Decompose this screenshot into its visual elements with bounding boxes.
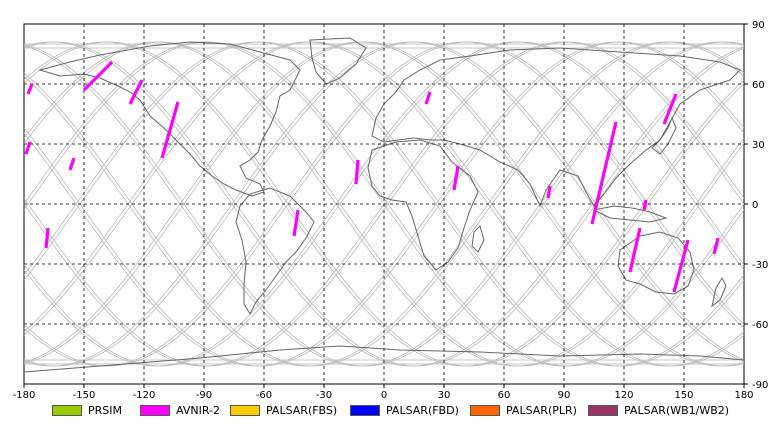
legend-swatch [470, 404, 500, 416]
legend-item-palsar-fbs[interactable]: PALSAR(FBS) [230, 402, 350, 418]
legend-swatch [588, 404, 618, 416]
scene-swath[interactable] [452, 165, 460, 191]
indonesia-outline [592, 205, 668, 223]
graticule-grid [24, 24, 744, 384]
scene-swath[interactable] [546, 185, 552, 199]
legend-label: PRSIM [88, 403, 122, 417]
legend-item-palsar-plr[interactable]: PALSAR(PLR) [470, 402, 588, 418]
scene-swath[interactable] [82, 60, 114, 92]
scene-swath[interactable] [292, 209, 300, 237]
x-tick-label: 90 [558, 390, 571, 400]
y-tick-label: 60 [752, 80, 765, 91]
x-tick-label: -180 [13, 390, 36, 400]
x-tick-label: -150 [73, 390, 96, 400]
legend-swatch [350, 404, 380, 416]
x-tick-label: -90 [196, 390, 212, 400]
antarctica-outline [23, 345, 745, 373]
orbit-track [23, 41, 745, 367]
axis-ticks: -180 -150 -120 -90 -60 -30 0 30 60 90 120 150 180 90 6… [13, 20, 769, 400]
legend-swatch [230, 404, 260, 416]
scene-swath[interactable] [662, 93, 678, 125]
scene-swath[interactable] [354, 159, 360, 185]
x-tick-label: -60 [256, 390, 272, 400]
scene-swath[interactable] [642, 199, 648, 211]
legend-swatch [140, 404, 170, 416]
x-tick-label: 150 [674, 390, 693, 400]
scene-swaths [24, 60, 720, 293]
y-tick-label: -30 [752, 260, 768, 271]
japan-outline [651, 116, 677, 155]
legend-label: PALSAR(FBS) [266, 403, 338, 417]
x-tick-label: 120 [614, 390, 633, 400]
x-tick-label: 30 [438, 390, 451, 400]
legend-swatch [52, 404, 82, 416]
new-zealand-outline [711, 276, 727, 308]
scene-swath[interactable] [128, 79, 144, 105]
scene-swath[interactable] [590, 121, 618, 225]
south-america-outline [235, 187, 315, 316]
x-tick-label: -30 [316, 390, 332, 400]
y-tick-label: 90 [752, 20, 765, 31]
scene-swath[interactable] [712, 237, 720, 255]
scene-swath[interactable] [26, 83, 34, 95]
scene-swath[interactable] [628, 227, 642, 273]
sensor-legend: PRSIM AVNIR-2 PALSAR(FBS) PALSAR(FBD) PA… [52, 402, 738, 418]
legend-item-avnir2[interactable]: AVNIR-2 [140, 402, 230, 418]
x-tick-label: 180 [734, 390, 753, 400]
scene-swath[interactable] [24, 141, 32, 155]
legend-item-prsim[interactable]: PRSIM [52, 402, 140, 418]
legend-label: PALSAR(WB1/WB2) [624, 403, 730, 417]
legend-label: AVNIR-2 [176, 403, 220, 417]
scene-swath[interactable] [424, 91, 432, 105]
orbit-track [23, 41, 745, 367]
legend-item-palsar-wb[interactable]: PALSAR(WB1/WB2) [588, 402, 738, 418]
x-tick-label: 60 [498, 390, 511, 400]
legend-label: PALSAR(FBD) [386, 403, 459, 417]
legend-item-palsar-fbd[interactable]: PALSAR(FBD) [350, 402, 470, 418]
madagascar-outline [471, 225, 485, 253]
coastlines [23, 37, 745, 373]
legend-label: PALSAR(PLR) [506, 403, 577, 417]
eurasia-outline [371, 47, 741, 208]
y-tick-label: -90 [752, 380, 768, 391]
y-tick-label: -60 [752, 320, 768, 331]
y-tick-label: 0 [752, 200, 758, 211]
x-tick-label: 0 [381, 390, 387, 400]
scene-swath[interactable] [672, 239, 690, 293]
y-tick-label: 30 [752, 140, 765, 151]
australia-outline [617, 231, 695, 295]
scene-swath[interactable] [44, 227, 50, 249]
x-tick-label: -120 [133, 390, 156, 400]
north-america-outline [38, 41, 301, 197]
world-coverage-map: -180 -150 -120 -90 -60 -30 0 30 60 90 120 150 180 90 6… [13, 20, 769, 400]
greenland-outline [309, 37, 367, 85]
scene-swath[interactable] [68, 157, 76, 171]
scene-swath[interactable] [160, 101, 180, 159]
